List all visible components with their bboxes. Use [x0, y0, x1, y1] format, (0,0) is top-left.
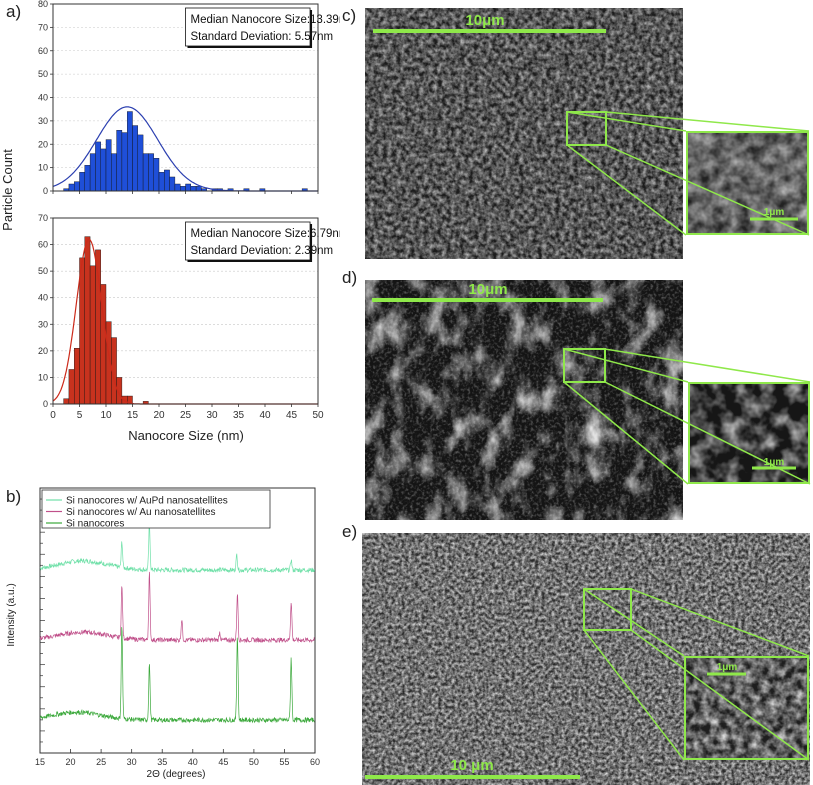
x-tick-label: 60 [310, 757, 320, 767]
xrd-legend [41, 489, 271, 529]
x-tick-label: 10 [100, 410, 112, 421]
y-tick-label: 0 [43, 186, 48, 196]
y-tick-label: 30 [38, 116, 48, 126]
zoom-box-c [566, 111, 607, 146]
inset-scale-label-c: 1μm [764, 207, 785, 218]
legend-label: Si nanocores [66, 519, 124, 530]
xrd-figure: Intensity (a.u.) 2Θ (degrees) 15 20 25 30 35… [6, 487, 320, 780]
inset-scale-label-e: 1μm [717, 662, 738, 673]
xrd-frame [39, 487, 316, 754]
scale-label-e: 10 μm [450, 757, 493, 774]
zoom-box-d [563, 348, 606, 383]
x-tick-label: 15 [127, 410, 139, 421]
annotation-box [185, 7, 311, 47]
panel-label-e: e) [342, 522, 358, 541]
y-tick-label: 50 [38, 266, 48, 276]
y-tick-label: 30 [38, 319, 48, 329]
legend-label: Si nanocores w/ AuPd nanosatellites [66, 496, 228, 507]
scale-label-d: 10μm [468, 281, 507, 298]
y-tick-label: 20 [38, 346, 48, 356]
x-tick-label: 25 [180, 410, 192, 421]
x-tick-label: 20 [153, 410, 165, 421]
y-tick-label: 40 [38, 293, 48, 303]
y-tick-label: 10 [38, 372, 48, 382]
sem-image-d [365, 280, 683, 520]
x-tick-label: 30 [206, 410, 218, 421]
x-tick-label: 45 [286, 410, 298, 421]
sem-image-c [365, 8, 683, 259]
x-tick-label: 35 [233, 410, 245, 421]
x-tick-label: 15 [35, 757, 45, 767]
x-tick-label: 45 [218, 757, 228, 767]
xrd-y-axis-label: Intensity (a.u.) [6, 583, 17, 646]
x-tick-label: 20 [66, 757, 76, 767]
scale-label-c: 10μm [465, 12, 504, 29]
y-tick-label: 60 [38, 46, 48, 56]
x-tick-label: 0 [50, 410, 56, 421]
std-annotation: Standard Deviation: 5.57nm [191, 31, 334, 43]
sem-inset-d [688, 382, 810, 484]
annotation-box [185, 221, 311, 261]
x-tick-label: 50 [312, 410, 324, 421]
std-annotation: Standard Deviation: 2.39nm [191, 245, 334, 257]
y-tick-label: 20 [38, 139, 48, 149]
histogram-figure: Particle Count Nanocore Size (nm) 0 10 20 3… [0, 0, 340, 443]
x-tick-label: 40 [259, 410, 271, 421]
histogram-top: 0 10 20 30 40 50 60 70 80 Median Nanocore Size:13… [38, 0, 340, 196]
panel-label-c: c) [342, 6, 357, 25]
sem-inset-c [686, 131, 809, 235]
sem-inset-e [684, 656, 809, 760]
x-tick-label: 55 [279, 757, 289, 767]
histogram-y-axis-label: Particle Count [0, 149, 15, 231]
legend-label: Si nanocores w/ Au nanosatellites [66, 507, 216, 518]
y-tick-label: 40 [38, 93, 48, 103]
y-tick-label: 50 [38, 69, 48, 79]
y-tick-label: 0 [43, 399, 48, 409]
x-tick-label: 50 [249, 757, 259, 767]
y-tick-label: 70 [38, 22, 48, 32]
histogram-x-axis-label: Nanocore Size (nm) [128, 428, 244, 443]
x-tick-label: 40 [188, 757, 198, 767]
xrd-series-line [39, 571, 315, 644]
histogram-bottom: 0 10 20 30 40 50 60 70 0 5 10 15 20 25 30 35 40 45 50 Media… [38, 213, 340, 421]
xrd-series-line [39, 522, 315, 574]
x-tick-label: 35 [157, 757, 167, 767]
median-annotation: Median Nanocore Size:6.79nm [191, 228, 341, 240]
sem-texture-c [365, 8, 683, 259]
y-tick-label: 10 [38, 163, 48, 173]
panel-label-a: a) [6, 2, 22, 21]
x-tick-label: 5 [77, 410, 83, 421]
y-tick-label: 60 [38, 240, 48, 250]
zoom-box-e [583, 588, 632, 631]
y-tick-label: 70 [38, 213, 48, 223]
x-tick-label: 30 [127, 757, 137, 767]
inset-scale-label-d: 1μm [764, 457, 785, 468]
median-annotation: Median Nanocore Size:13.39nm [191, 14, 341, 26]
xrd-x-axis-label: 2Θ (degrees) [147, 769, 206, 780]
panel-label-b: b) [6, 487, 22, 506]
panel-label-d: d) [342, 268, 358, 287]
sem-texture-d [365, 280, 683, 520]
xrd-plot-area: 15 20 25 30 35 40 45 50 55 60 Si nanocores w/ AuPd… [35, 487, 320, 767]
xrd-series-line [39, 627, 315, 724]
x-tick-label: 25 [96, 757, 106, 767]
y-tick-label: 80 [38, 0, 48, 9]
